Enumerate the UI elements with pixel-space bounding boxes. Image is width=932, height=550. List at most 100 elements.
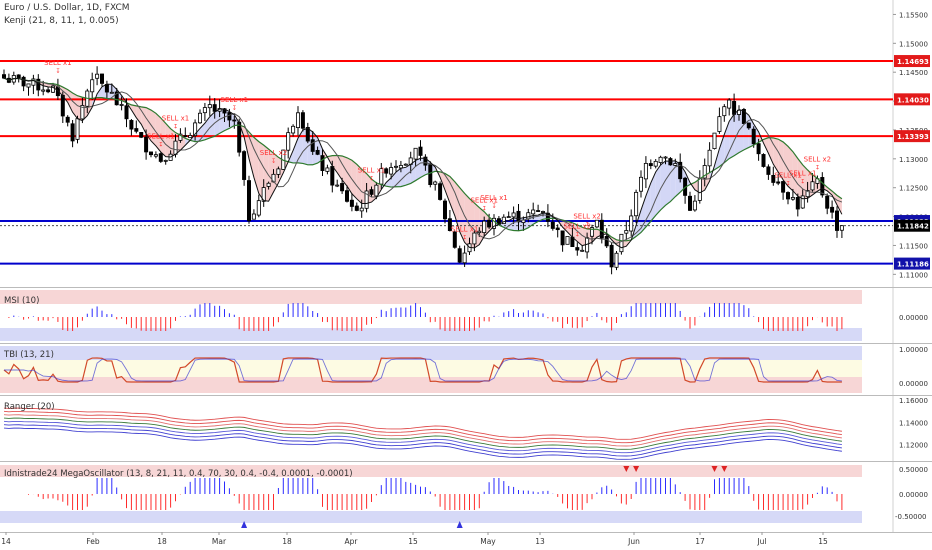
candle-body	[31, 78, 36, 86]
candle-body	[325, 167, 330, 172]
candle-body	[839, 225, 844, 231]
candle-body	[756, 143, 761, 155]
mega-sell-marker-icon	[623, 466, 630, 472]
sell-signal-arrow-icon: ↧	[815, 165, 820, 172]
sell-signal-arrow-icon: ↧	[369, 175, 374, 182]
cloud-segment	[415, 158, 421, 181]
time-tick-label: 14	[1, 537, 11, 546]
candle-body	[51, 85, 56, 93]
candle-body	[65, 116, 70, 123]
candle-body	[148, 151, 153, 156]
sell-signal-label: SELL x2	[804, 156, 832, 164]
candle-body	[251, 213, 256, 220]
candle-body	[21, 76, 26, 87]
candle-body	[781, 181, 786, 193]
candle-body	[46, 89, 51, 93]
cloud-segment	[396, 168, 401, 187]
price-tag	[894, 257, 930, 270]
candle-body	[634, 191, 639, 217]
candle-body	[732, 100, 737, 115]
candle-body	[335, 184, 340, 187]
slow-ma-line	[3, 77, 843, 242]
candle-body	[712, 132, 717, 149]
cloud-segment	[165, 123, 171, 158]
candle-body	[2, 74, 7, 79]
candle-body	[305, 127, 310, 142]
candle-body	[590, 227, 595, 237]
candle-body	[286, 132, 291, 151]
cloud-segment	[778, 139, 784, 180]
candle-body	[501, 216, 506, 225]
candle-body	[472, 232, 477, 245]
sell-signal-label: SELL x2	[260, 149, 288, 157]
candle-body	[766, 166, 771, 175]
candle-body	[702, 165, 707, 179]
cloud-segment	[351, 160, 357, 199]
candle-body	[144, 136, 149, 153]
price-tick-label: 1.15500	[899, 11, 928, 19]
cloud-segment	[342, 155, 347, 187]
candle-body	[786, 192, 791, 200]
price-tick-label: 1.11000	[899, 271, 928, 279]
candle-body	[369, 189, 374, 195]
ranger-band-line	[3, 417, 842, 450]
moving-averages	[3, 77, 843, 249]
candle-body	[16, 74, 21, 79]
mega-buy-marker-icon	[456, 521, 463, 528]
time-tick-label: Mar	[212, 537, 227, 546]
candle-body	[491, 217, 496, 229]
msi-oversold-band	[0, 328, 862, 341]
mega-sell-marker-icon	[633, 466, 640, 472]
time-tick-label: Feb	[86, 537, 100, 546]
candles[interactable]	[2, 66, 844, 275]
mega-buy-marker-icon	[241, 521, 248, 528]
price-tag-label: 1.11842	[897, 223, 929, 231]
candle-body	[60, 94, 65, 117]
ranger-band-line	[3, 410, 842, 444]
candle-body	[227, 112, 232, 121]
candle-body	[810, 181, 815, 191]
cloud-segment	[837, 195, 842, 215]
tbi-tick-label: 1.00000	[899, 346, 928, 354]
candle-body	[516, 210, 521, 223]
candle-body	[614, 252, 619, 268]
candle-body	[673, 163, 678, 166]
time-tick-label: Jun	[627, 537, 640, 546]
indicator-panels: 0.00000 1.00000 0.00000 1.16000 1.14000 1.120…	[0, 290, 928, 528]
cloud-segment	[459, 187, 465, 243]
candle-body	[580, 249, 585, 252]
horizontal-levels[interactable]	[0, 60, 893, 265]
candle-body	[771, 174, 776, 183]
cloud-segment	[734, 109, 739, 156]
candle-body	[428, 164, 433, 185]
price-tick-label: 1.15000	[899, 40, 928, 48]
candle-body	[536, 210, 541, 212]
fast-ma-line	[3, 77, 843, 249]
candle-body	[349, 199, 354, 207]
candle-body	[433, 181, 438, 185]
candle-body	[697, 177, 702, 201]
tbi-label: TBI (13, 21)	[4, 350, 54, 360]
candle-body	[624, 230, 629, 234]
candle-body	[511, 212, 516, 218]
candle-body	[300, 112, 305, 129]
candle-body	[526, 212, 531, 220]
candle-body	[389, 167, 394, 175]
price-axis[interactable]: 1.155001.150001.145001.140001.135001.130…	[893, 11, 930, 279]
candle-body	[751, 128, 756, 145]
candle-body	[124, 105, 129, 120]
sell-signal-arrow-icon: ↧	[491, 203, 496, 210]
candle-body	[560, 230, 565, 246]
time-axis[interactable]: 14 Feb 18 Mar 18 Apr 15 May 13 Jun 17 Jul 15	[1, 532, 828, 546]
cloud-segment	[670, 160, 676, 202]
price-tick-label: 1.14500	[899, 69, 928, 77]
ranger-band-line	[3, 424, 842, 457]
candle-body	[197, 112, 202, 124]
mid-ma-line	[3, 77, 843, 244]
tbi-tick-label: 0.00000	[899, 380, 928, 388]
candle-body	[374, 184, 379, 197]
candle-body	[835, 210, 840, 231]
candle-body	[487, 219, 492, 228]
ranger-tick-label: 1.12000	[899, 442, 928, 450]
